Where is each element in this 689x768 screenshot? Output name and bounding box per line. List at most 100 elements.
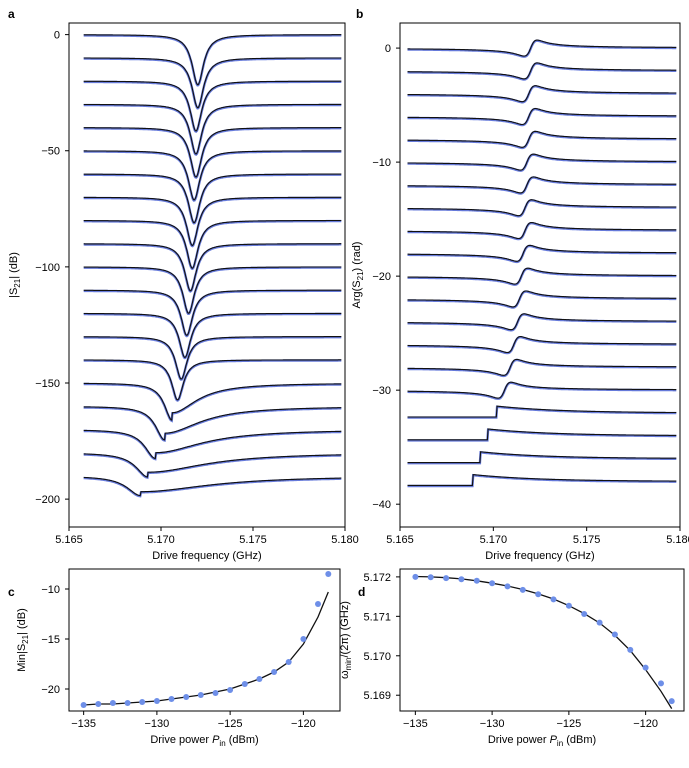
- label-part: P: [550, 734, 558, 746]
- panel-label-a: a: [8, 7, 15, 21]
- panel-a: a 5.165 5.170 5.175 5.180 0 −50 −100 −150 −200 Dr…: [8, 7, 359, 562]
- data-trace-b: [407, 39, 677, 58]
- data-point-d: [535, 591, 542, 598]
- x-tick-label: 5.165: [55, 534, 83, 546]
- fit-trace-b: [407, 85, 677, 103]
- y-tick-label: 5.172: [363, 572, 391, 584]
- fit-trace-a: [83, 453, 342, 478]
- fit-trace-a: [83, 34, 342, 86]
- data-point-c: [325, 571, 332, 577]
- data-trace-b: [407, 267, 677, 286]
- data-point-c: [109, 700, 116, 706]
- data-point-d: [642, 664, 649, 671]
- panel-c: c −135 −130 −125 −120 −10 −15 −20 Drive power P…: [8, 568, 341, 748]
- data-point-c: [80, 702, 87, 708]
- data-point-c: [241, 681, 248, 687]
- label-subscript: in: [219, 739, 225, 748]
- data-trace-a: [83, 406, 342, 443]
- y-tick-label: 5.170: [363, 651, 391, 663]
- x-tick-label: 5.170: [147, 534, 175, 546]
- fit-trace-b: [407, 267, 677, 285]
- x-tick-label: 5.175: [573, 534, 601, 546]
- x-tick-label: −120: [291, 718, 316, 730]
- panel-d: d −135 −130 −125 −120 5.172 5.171 5.170 5.169 Dr…: [339, 568, 685, 748]
- data-trace-b: [407, 405, 677, 419]
- data-point-c: [95, 701, 102, 707]
- label-subscript: min: [344, 658, 353, 671]
- label-subscript: 21: [13, 278, 22, 287]
- data-trace-b: [407, 381, 677, 400]
- data-trace-b: [407, 130, 677, 150]
- fit-trace-b: [407, 428, 677, 441]
- data-trace-b: [407, 428, 677, 442]
- fit-trace-a: [83, 219, 342, 269]
- data-point-d: [611, 631, 618, 638]
- panel-label-b: b: [356, 7, 363, 21]
- data-trace-a: [83, 429, 342, 461]
- y-tick-label: −20: [372, 271, 391, 283]
- data-point-c: [139, 699, 146, 705]
- x-tick-label: −125: [218, 718, 243, 730]
- fit-trace-b: [407, 381, 677, 399]
- y-tick-label: 5.169: [363, 690, 391, 702]
- data-trace-b: [407, 199, 677, 218]
- label-part: Arg(S: [351, 280, 363, 308]
- y-tick-label: −15: [41, 634, 60, 646]
- fit-trace-b: [407, 405, 677, 418]
- x-tick-label: −130: [480, 718, 505, 730]
- data-trace-a: [83, 359, 342, 402]
- x-tick-label: −135: [403, 718, 428, 730]
- data-trace-a: [83, 289, 342, 338]
- data-trace-b: [407, 107, 677, 127]
- fit-trace-b: [407, 290, 677, 308]
- plot-frame: [68, 568, 341, 712]
- data-trace-a: [83, 312, 342, 360]
- fit-trace-b: [407, 130, 677, 148]
- data-trace-a: [83, 266, 342, 315]
- fit-line-c: [83, 591, 329, 706]
- fit-trace-a: [83, 57, 342, 109]
- data-point-d: [668, 698, 675, 705]
- data-point-d: [458, 576, 465, 583]
- x-tick-label: −120: [633, 718, 658, 730]
- fit-trace-a: [83, 382, 342, 422]
- fit-trace-b: [407, 199, 677, 217]
- data-trace-b: [407, 358, 677, 378]
- data-point-d: [550, 596, 557, 603]
- data-point-c: [285, 659, 292, 665]
- label-part: Drive power: [488, 734, 550, 746]
- fit-line-d: [415, 575, 673, 709]
- fit-trace-a: [83, 359, 342, 401]
- data-point-d: [443, 575, 450, 582]
- panel-b: b 5.165 5.170 5.175 5.180 0 −10 −20 −30 −40 Drive…: [351, 7, 689, 562]
- data-trace-b: [407, 85, 677, 104]
- fit-trace-a: [83, 289, 342, 337]
- x-tick-label: 5.180: [331, 534, 359, 546]
- data-point-c: [271, 669, 278, 675]
- fit-trace-b: [407, 244, 677, 262]
- data-trace-a: [83, 34, 342, 87]
- y-tick-label: −100: [35, 262, 60, 274]
- y-tick-label: −10: [372, 157, 391, 169]
- data-point-d: [489, 580, 496, 587]
- panel-label-c: c: [8, 585, 15, 599]
- x-axis-label: Drive frequency (GHz): [485, 550, 594, 562]
- fit-trace-a: [83, 312, 342, 358]
- data-point-d: [504, 583, 511, 590]
- data-point-c: [197, 692, 204, 698]
- label-part: Min|S: [16, 644, 28, 672]
- x-tick-label: 5.175: [239, 534, 267, 546]
- y-tick-label: 0: [54, 30, 60, 42]
- data-point-c: [153, 698, 160, 704]
- fit-trace-a: [83, 266, 342, 314]
- y-tick-label: −20: [41, 684, 60, 696]
- fit-trace-a: [83, 476, 342, 497]
- x-axis-label: Drive power Pin (dBm): [488, 734, 596, 748]
- label-part: (dBm): [226, 734, 259, 746]
- label-part: |S: [8, 288, 20, 298]
- y-tick-label: 5.171: [363, 611, 391, 623]
- fit-trace-a: [83, 336, 342, 380]
- data-trace-b: [407, 62, 677, 81]
- data-trace-a: [83, 243, 342, 293]
- y-tick-label: −30: [372, 385, 391, 397]
